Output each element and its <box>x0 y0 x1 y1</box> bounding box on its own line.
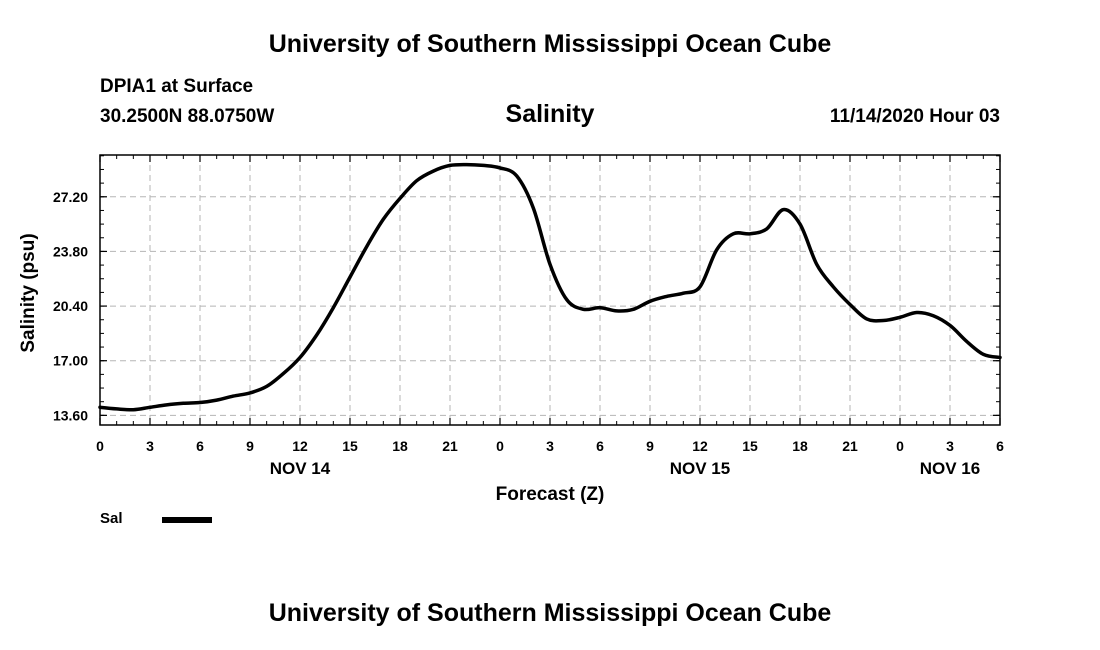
station-label: DPIA1 at Surface <box>100 76 254 97</box>
x-tick-label: 6 <box>196 438 204 454</box>
legend-swatch <box>162 517 212 523</box>
page-title: University of Southern Mississippi Ocean… <box>268 30 832 58</box>
series-line-sal <box>98 162 1002 412</box>
x-tick-label: 6 <box>596 438 604 454</box>
datetime-label: 11/14/2020 Hour 03 <box>829 106 1000 127</box>
day-label: NOV 14 <box>270 459 331 478</box>
coordinates-label: 30.2500N 88.0750W <box>100 106 275 127</box>
x-tick-label: 12 <box>692 438 708 454</box>
x-tick-label: 21 <box>442 438 458 454</box>
x-tick-label: 0 <box>896 438 904 454</box>
x-tick-label: 9 <box>646 438 654 454</box>
x-tick-label: 18 <box>792 438 808 454</box>
tick-layer <box>99 155 1001 425</box>
x-tick-label: 15 <box>342 438 358 454</box>
grid-layer <box>100 155 1000 425</box>
x-tick-label: 0 <box>496 438 504 454</box>
y-tick-label: 17.00 <box>53 353 88 369</box>
x-tick-label: 9 <box>246 438 254 454</box>
day-label: NOV 16 <box>920 459 980 478</box>
x-tick-label: 21 <box>842 438 858 454</box>
x-tick-label: 18 <box>392 438 408 454</box>
day-label: NOV 15 <box>670 459 730 478</box>
variable-title: Salinity <box>505 100 595 128</box>
y-tick-label: 23.80 <box>53 243 88 259</box>
y-axis-label: Salinity (psu) <box>18 233 39 352</box>
x-tick-label: 15 <box>742 438 758 454</box>
x-tick-label: 6 <box>996 438 1004 454</box>
x-tick-label: 3 <box>546 438 554 454</box>
legend-label: Sal <box>100 510 123 527</box>
x-tick-label: 3 <box>946 438 954 454</box>
x-tick-label: 12 <box>292 438 308 454</box>
y-tick-label: 13.60 <box>53 407 88 423</box>
x-tick-label: 3 <box>146 438 154 454</box>
x-tick-label: 0 <box>96 438 104 454</box>
series-layer <box>98 162 1002 412</box>
label-layer: 0 3 6 9 12 15 18 21 0 3 6 9 12 15 18 21 0 3 6 13.60 17.00 20.… <box>53 189 1004 478</box>
footer-title: University of Southern Mississippi Ocean… <box>268 599 832 627</box>
y-tick-label: 20.40 <box>53 298 88 314</box>
y-tick-label: 27.20 <box>53 189 88 205</box>
x-axis-label: Forecast (Z) <box>496 484 605 505</box>
